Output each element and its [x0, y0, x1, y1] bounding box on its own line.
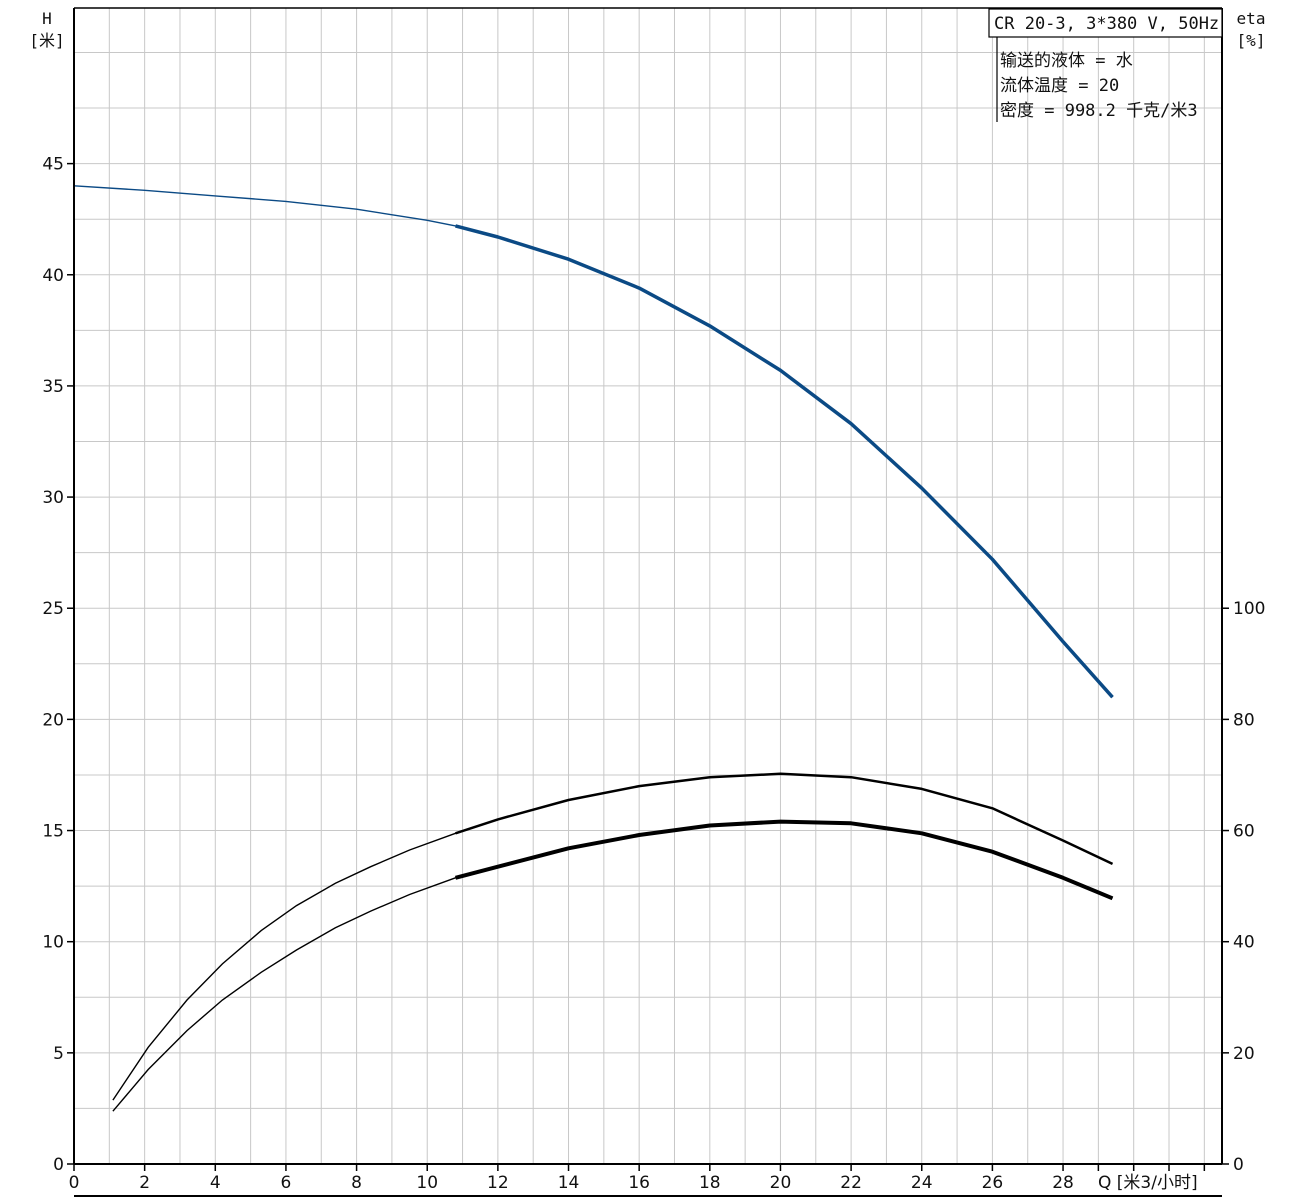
- y-left-tick-label: 15: [42, 822, 64, 842]
- efficiency-curve-upper-full: [112, 773, 1113, 1101]
- y-left-tick-label: 40: [42, 266, 64, 286]
- info-box: CR 20-3, 3*380 V, 50Hz 输送的液体 = 水 流体温度 = …: [988, 8, 1223, 122]
- y-right-tick-label: 100: [1233, 599, 1265, 619]
- axes: [73, 7, 1223, 1197]
- y-left-tick-label: 5: [53, 1044, 64, 1064]
- x-tick-label: 28: [1052, 1173, 1074, 1193]
- y-right-tick-label: 60: [1233, 822, 1255, 842]
- x-tick-label: 10: [416, 1173, 438, 1193]
- y-left-tick-label: 25: [42, 599, 64, 619]
- x-tick-label: 24: [911, 1173, 933, 1193]
- curves: [73, 185, 1114, 1112]
- x-axis-title: Q [米3/小时]: [1098, 1173, 1198, 1193]
- y-left-tick-label: 10: [42, 933, 64, 953]
- y-left-tick-label: 45: [42, 155, 64, 175]
- y-right-tick-label: 20: [1233, 1044, 1255, 1064]
- info-line-density: 密度 = 998.2 千克/米3: [1000, 101, 1198, 121]
- y-left-tick-label: 30: [42, 488, 64, 508]
- info-line-fluid: 输送的液体 = 水: [1000, 51, 1133, 71]
- x-tick-label: 16: [628, 1173, 650, 1193]
- y-left-tick-label: 20: [42, 710, 64, 730]
- y-left-tick-label: 0: [53, 1155, 64, 1175]
- y-right-title-line1: eta: [1237, 9, 1266, 28]
- x-tick-label: 20: [770, 1173, 792, 1193]
- x-tick-label: 0: [69, 1173, 80, 1193]
- x-tick-label: 26: [982, 1173, 1004, 1193]
- x-tick-label: 22: [840, 1173, 862, 1193]
- y-right-title-line2: [%]: [1237, 31, 1266, 50]
- x-tick-label: 6: [281, 1173, 292, 1193]
- efficiency-curve-lower-operating: [454, 819, 1114, 901]
- info-line-temperature: 流体温度 = 20: [1000, 76, 1119, 96]
- y-right-tick-label: 80: [1233, 710, 1255, 730]
- y-left-title-line1: H: [42, 9, 52, 28]
- chart-title: CR 20-3, 3*380 V, 50Hz: [994, 14, 1219, 34]
- y-right-tick-label: 0: [1233, 1155, 1244, 1175]
- ticks: 0 2 4 6 8 10 12 14 16 18 20 22 24 26 28051015202530354…: [42, 155, 1265, 1193]
- x-tick-label: 18: [699, 1173, 721, 1193]
- x-tick-label: 2: [139, 1173, 150, 1193]
- y-left-title-line2: [米]: [29, 31, 64, 50]
- grid: [74, 8, 1222, 1164]
- x-tick-label: 8: [351, 1173, 362, 1193]
- head-curve-operating: [455, 224, 1114, 699]
- efficiency-curve-upper-operating: [455, 772, 1114, 866]
- y-left-tick-label: 35: [42, 377, 64, 397]
- x-tick-label: 4: [210, 1173, 221, 1193]
- x-tick-label: 12: [487, 1173, 509, 1193]
- y-right-tick-label: 40: [1233, 933, 1255, 953]
- title-box: [988, 8, 1223, 38]
- efficiency-curve-lower-full: [112, 820, 1113, 1112]
- x-tick-label: 14: [558, 1173, 580, 1193]
